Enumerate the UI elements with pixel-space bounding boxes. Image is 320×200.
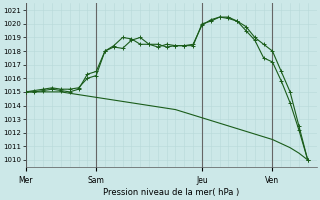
X-axis label: Pression niveau de la mer( hPa ): Pression niveau de la mer( hPa ) [103,188,239,197]
